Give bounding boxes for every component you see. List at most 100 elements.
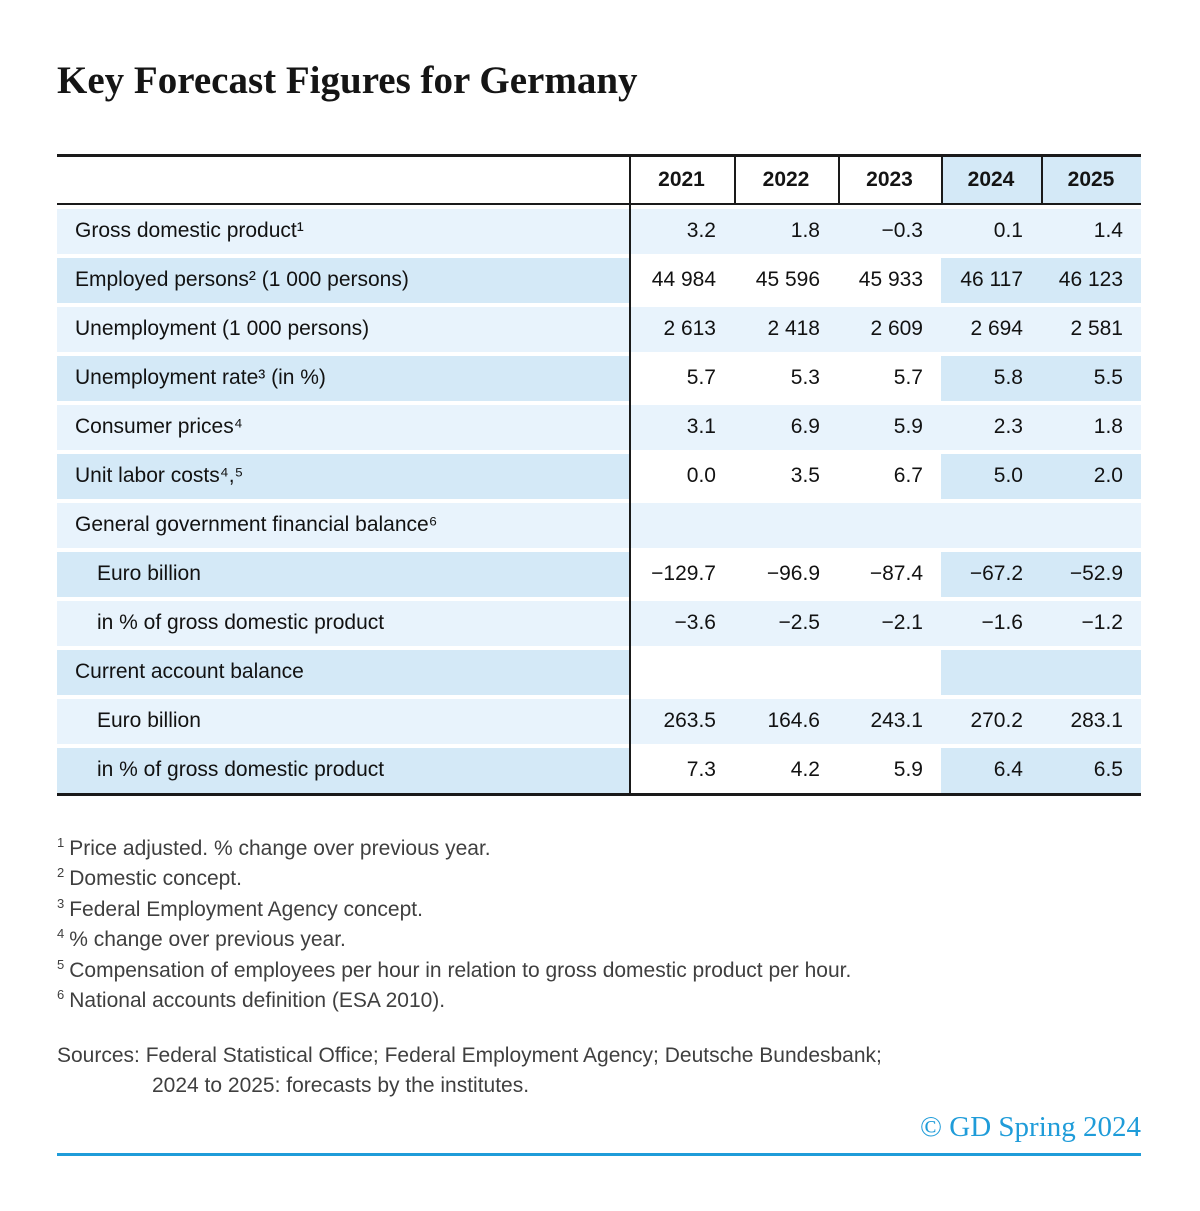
- footnote-5: 5 Compensation of employees per hour in r…: [57, 956, 1141, 987]
- sources-line-1: Sources: Federal Statistical Office; Fed…: [57, 1043, 882, 1067]
- value-cell-2023: [838, 649, 941, 695]
- value-cell-2023: −2.1: [838, 600, 941, 646]
- table-section-row: Current account balance: [57, 649, 1141, 695]
- header-column-divider: [734, 156, 736, 205]
- value-cell-2021: −129.7: [629, 551, 734, 597]
- header-column-divider: [1041, 156, 1043, 205]
- table-row: Unemployment rate³ (in %) 5.7 5.3 5.7 5.8 5.5: [57, 355, 1141, 401]
- footnote-marker: 1: [57, 834, 65, 850]
- value-cell-2024: −67.2: [941, 551, 1041, 597]
- value-cell-2021: 44 984: [629, 257, 734, 303]
- footnote-4: 4% change over previous year.: [57, 925, 1141, 956]
- value-cell-2021: 2 613: [629, 306, 734, 352]
- value-cell-2021: 5.7: [629, 355, 734, 401]
- value-cell-2022: 2 418: [734, 306, 838, 352]
- table-row: Gross domestic product¹ 3.2 1.8 −0.3 0.1 1.4: [57, 208, 1141, 254]
- footnote-text: Compensation of employees per hour in re…: [69, 958, 852, 982]
- value-cell-2023: −87.4: [838, 551, 941, 597]
- value-cell-2023: 2 609: [838, 306, 941, 352]
- value-cell-2025: 1.8: [1041, 404, 1141, 450]
- sources: Sources: Federal Statistical Office; Fed…: [57, 1041, 1141, 1102]
- value-cell-2022: [734, 502, 838, 548]
- value-cell-2022: −96.9: [734, 551, 838, 597]
- footnote-6: 6 National accounts definition (ESA 2010)…: [57, 986, 1141, 1017]
- value-cell-2021: 3.2: [629, 208, 734, 254]
- value-cell-2024: 270.2: [941, 698, 1041, 744]
- value-cell-2024: 2.3: [941, 404, 1041, 450]
- row-label: Euro billion: [57, 551, 629, 597]
- footer-accent-line: [57, 1152, 1141, 1156]
- table-body: Gross domestic product¹ 3.2 1.8 −0.3 0.1 1.4 E…: [57, 204, 1141, 793]
- value-cell-2024: 5.0: [941, 453, 1041, 499]
- footnote-text: Price adjusted. % change over previous y…: [69, 836, 491, 860]
- value-cell-2022: 164.6: [734, 698, 838, 744]
- value-cell-2025: [1041, 649, 1141, 695]
- footnote-marker: 2: [57, 865, 65, 881]
- value-cell-2025: 1.4: [1041, 208, 1141, 254]
- page-title: Key Forecast Figures for Germany: [57, 59, 638, 102]
- row-label: Unemployment rate³ (in %): [57, 355, 629, 401]
- footnote-marker: 6: [57, 987, 65, 1003]
- table-row: Employed persons² (1 000 persons) 44 984 4…: [57, 257, 1141, 303]
- footnote-2: 2 Domestic concept.: [57, 864, 1141, 895]
- header-year-2024: 2024: [941, 156, 1041, 203]
- value-cell-2025: [1041, 502, 1141, 548]
- row-label: Current account balance: [57, 649, 629, 695]
- footnote-text: Domestic concept.: [69, 867, 242, 891]
- row-label: General government financial balance⁶: [57, 502, 629, 548]
- table-header-row: 2021 2022 2023 2024 2025: [57, 156, 1141, 205]
- value-cell-2025: 6.5: [1041, 747, 1141, 793]
- value-cell-2022: [734, 649, 838, 695]
- value-cell-2023: 6.7: [838, 453, 941, 499]
- value-cell-2025: 2 581: [1041, 306, 1141, 352]
- value-cell-2023: 45 933: [838, 257, 941, 303]
- value-cell-2024: 6.4: [941, 747, 1041, 793]
- value-cell-2021: [629, 649, 734, 695]
- footnote-marker: 4: [57, 926, 65, 942]
- value-cell-2023: [838, 502, 941, 548]
- table-row: in % of gross domestic product 7.3 4.2 5.9 6…: [57, 747, 1141, 793]
- value-cell-2025: −1.2: [1041, 600, 1141, 646]
- value-cell-2023: 5.9: [838, 404, 941, 450]
- value-cell-2021: 3.1: [629, 404, 734, 450]
- header-year-2023: 2023: [866, 167, 913, 191]
- value-cell-2025: −52.9: [1041, 551, 1141, 597]
- value-cell-2024: 0.1: [941, 208, 1041, 254]
- header-year-2025: 2025: [1041, 156, 1141, 203]
- value-cell-2025: 2.0: [1041, 453, 1141, 499]
- value-cell-2022: 3.5: [734, 453, 838, 499]
- table-row: Consumer prices⁴ 3.1 6.9 5.9 2.3 1.8: [57, 404, 1141, 450]
- footnote-marker: 3: [57, 895, 65, 911]
- value-cell-2024: [941, 502, 1041, 548]
- table-row: Unit labor costs⁴,⁵ 0.0 3.5 6.7 5.0 2.0: [57, 453, 1141, 499]
- header-column-divider: [838, 156, 840, 205]
- value-cell-2021: 263.5: [629, 698, 734, 744]
- value-cell-2023: 243.1: [838, 698, 941, 744]
- value-cell-2022: 1.8: [734, 208, 838, 254]
- footnote-text: Federal Employment Agency concept.: [69, 897, 423, 921]
- forecast-table: 2021 2022 2023 2024 2025 Gross domestic …: [57, 153, 1141, 796]
- label-column-divider: [629, 156, 631, 793]
- value-cell-2025: 5.5: [1041, 355, 1141, 401]
- copyright-notice: © GD Spring 2024: [919, 1110, 1141, 1143]
- value-cell-2023: 5.7: [838, 355, 941, 401]
- value-cell-2022: 45 596: [734, 257, 838, 303]
- value-cell-2022: 4.2: [734, 747, 838, 793]
- value-cell-2024: −1.6: [941, 600, 1041, 646]
- row-label: Consumer prices⁴: [57, 404, 629, 450]
- row-label: Euro billion: [57, 698, 629, 744]
- table-row: Euro billion 263.5 164.6 243.1 270.2 283.1: [57, 698, 1141, 744]
- row-label: Employed persons² (1 000 persons): [57, 257, 629, 303]
- value-cell-2023: −0.3: [838, 208, 941, 254]
- value-cell-2021: 7.3: [629, 747, 734, 793]
- header-label-spacer: [57, 157, 629, 203]
- footnote-1: 1 Price adjusted. % change over previous …: [57, 834, 1141, 865]
- row-label: Gross domestic product¹: [57, 208, 629, 254]
- value-cell-2022: 5.3: [734, 355, 838, 401]
- table-row: Unemployment (1 000 persons) 2 613 2 418 2 …: [57, 306, 1141, 352]
- value-cell-2021: −3.6: [629, 600, 734, 646]
- header-year-2022: 2022: [762, 167, 810, 191]
- row-label: in % of gross domestic product: [57, 747, 629, 793]
- header-year-2021: 2021: [658, 167, 705, 191]
- value-cell-2025: 46 123: [1041, 257, 1141, 303]
